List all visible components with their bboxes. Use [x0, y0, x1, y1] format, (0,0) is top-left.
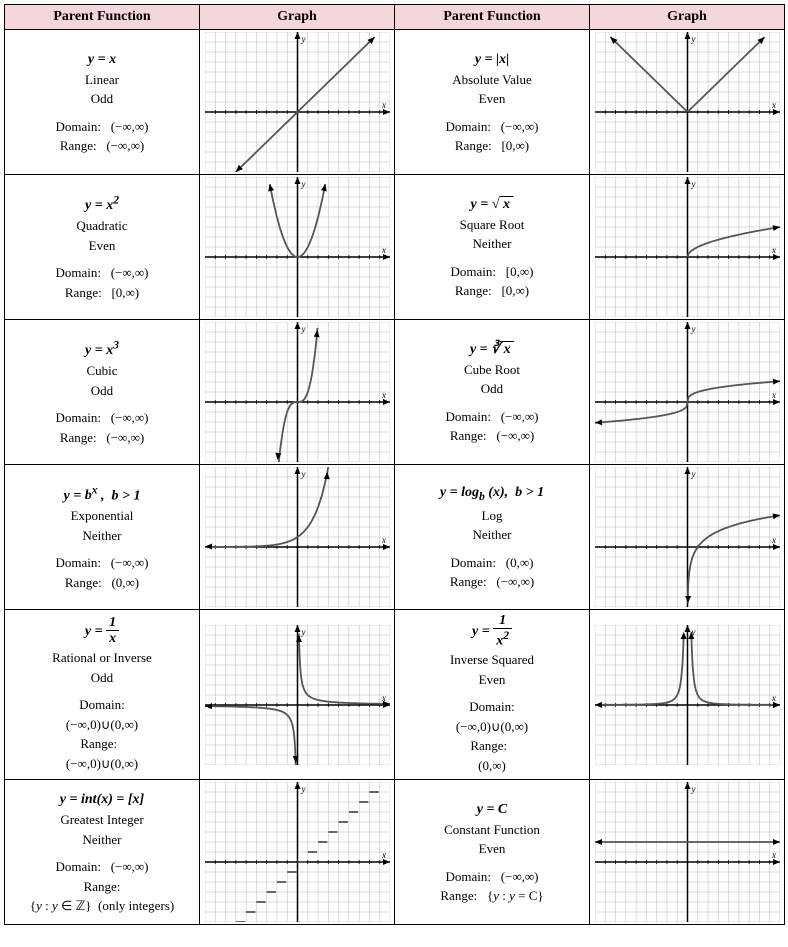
svg-text:y: y: [690, 179, 695, 189]
svg-text:x: x: [771, 100, 776, 110]
svg-text:y: y: [690, 784, 695, 794]
parent-functions-table: Parent Function Graph Parent Function Gr…: [4, 4, 785, 925]
function-graph: xy: [200, 780, 395, 925]
function-description: y = x2 Quadratic Even Domain: (−∞,∞) Ran…: [5, 175, 200, 320]
function-graph: xy: [590, 175, 785, 320]
svg-text:y: y: [300, 627, 305, 637]
function-graph: xy: [590, 320, 785, 465]
svg-text:x: x: [771, 693, 776, 703]
header-g-1: Graph: [200, 5, 395, 30]
function-description: y = 1x2 Inverse Squared Even Domain:(−∞,…: [395, 610, 590, 780]
function-graph: xy: [590, 780, 785, 925]
svg-text:y: y: [690, 324, 695, 334]
function-description: y = √ x Square Root Neither Domain: [0,∞…: [395, 175, 590, 320]
svg-text:y: y: [300, 784, 305, 794]
function-description: y = ∛ x Cube Root Odd Domain: (−∞,∞) Ran…: [395, 320, 590, 465]
svg-text:x: x: [771, 850, 776, 860]
svg-text:x: x: [381, 245, 386, 255]
function-graph: xy: [200, 465, 395, 610]
function-graph: xy: [590, 30, 785, 175]
function-graph: xy: [590, 465, 785, 610]
header-pf-2: Parent Function: [395, 5, 590, 30]
function-graph: xy: [200, 320, 395, 465]
svg-text:x: x: [381, 100, 386, 110]
svg-text:x: x: [771, 535, 776, 545]
function-graph: xy: [200, 610, 395, 780]
svg-text:x: x: [381, 850, 386, 860]
function-graph: xy: [200, 175, 395, 320]
function-description: y = int(x) = [x] Greatest Integer Neithe…: [5, 780, 200, 925]
svg-text:y: y: [300, 324, 305, 334]
function-description: y = logb (x), b > 1 Log Neither Domain: …: [395, 465, 590, 610]
svg-text:y: y: [300, 34, 305, 44]
function-graph: xy: [590, 610, 785, 780]
function-description: y = C Constant Function Even Domain: (−∞…: [395, 780, 590, 925]
function-description: y = x Linear Odd Domain: (−∞,∞) Range: (…: [5, 30, 200, 175]
header-pf-1: Parent Function: [5, 5, 200, 30]
svg-text:y: y: [300, 469, 305, 479]
svg-text:y: y: [300, 179, 305, 189]
svg-text:x: x: [381, 390, 386, 400]
header-g-2: Graph: [590, 5, 785, 30]
svg-text:x: x: [771, 245, 776, 255]
function-graph: xy: [200, 30, 395, 175]
svg-text:x: x: [771, 390, 776, 400]
function-description: y = |x| Absolute Value Even Domain: (−∞,…: [395, 30, 590, 175]
function-description: y = bx , b > 1 Exponential Neither Domai…: [5, 465, 200, 610]
svg-text:x: x: [381, 535, 386, 545]
function-description: y = 1x Rational or Inverse Odd Domain:(−…: [5, 610, 200, 780]
svg-text:y: y: [690, 469, 695, 479]
function-description: y = x3 Cubic Odd Domain: (−∞,∞) Range: (…: [5, 320, 200, 465]
svg-text:y: y: [690, 34, 695, 44]
